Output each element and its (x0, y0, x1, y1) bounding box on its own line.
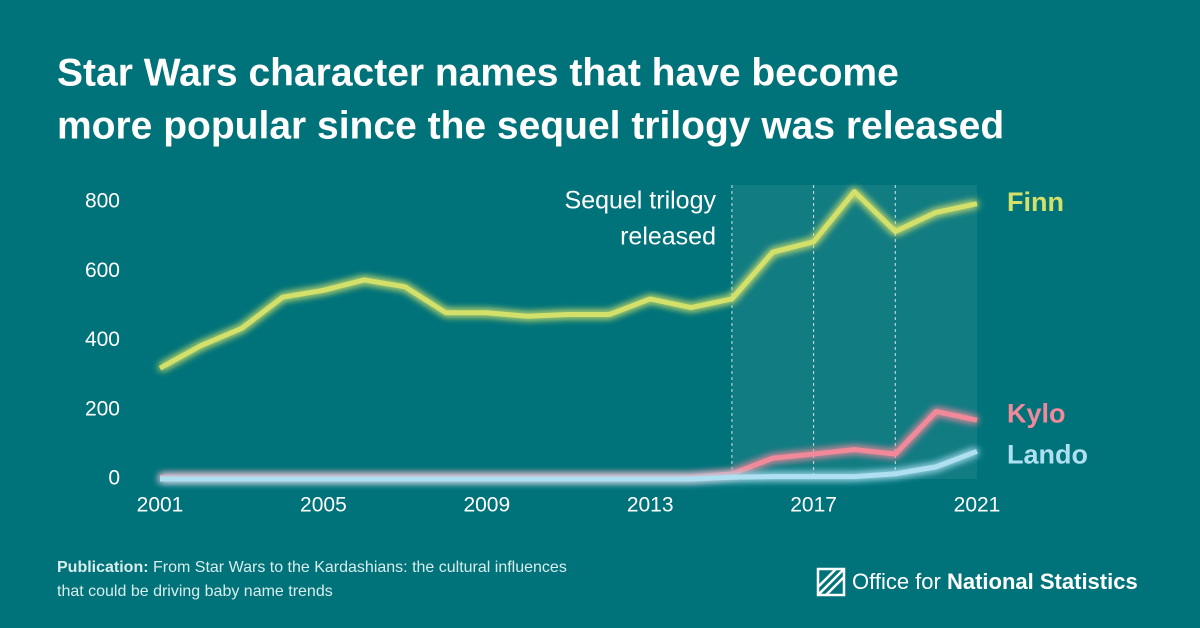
y-tick-label: 200 (85, 397, 120, 420)
series-label: Kylo (1007, 398, 1066, 428)
chart-title: Star Wars character names that have beco… (57, 51, 899, 94)
x-tick-label: 2017 (790, 494, 837, 517)
shaded-period (731, 185, 977, 479)
x-tick-label: 2021 (954, 494, 1001, 517)
x-tick-label: 2001 (137, 494, 184, 517)
logo-icon (817, 568, 845, 596)
source: Publication: From Star Wars to the Karda… (57, 559, 567, 576)
source-text: From Star Wars to the Kardashians: the c… (153, 559, 567, 576)
x-tick-label: 2013 (627, 494, 674, 517)
annotation: released (620, 223, 716, 251)
series-line (158, 189, 978, 371)
source-text: that could be driving baby name trends (57, 583, 333, 600)
y-tick-label: 0 (108, 467, 120, 490)
plot-area: 0 200 400 600 800 2001 2005 2009 2013 2017 2021 Fin… (85, 185, 1088, 517)
annotation: Sequel trilogy (565, 187, 717, 215)
logo-icon (816, 567, 846, 597)
series-label: Lando (1007, 439, 1088, 469)
series-label: Finn (1007, 187, 1064, 217)
source-label: Publication: (57, 559, 149, 576)
logo: Office for National Statistics (816, 567, 1138, 597)
logo-text: National Statistics (947, 569, 1138, 594)
logo-text: Office for National Statistics (852, 569, 1138, 594)
y-tick-label: 400 (85, 328, 120, 351)
series-line (160, 448, 978, 482)
x-tick-label: 2009 (463, 494, 510, 517)
y-tick-label: 600 (85, 259, 120, 282)
logo-text: Office for (852, 569, 941, 594)
y-tick-label: 800 (85, 190, 120, 213)
x-tick-label: 2005 (300, 494, 347, 517)
chart-title: more popular since the sequel trilogy wa… (57, 104, 1004, 147)
